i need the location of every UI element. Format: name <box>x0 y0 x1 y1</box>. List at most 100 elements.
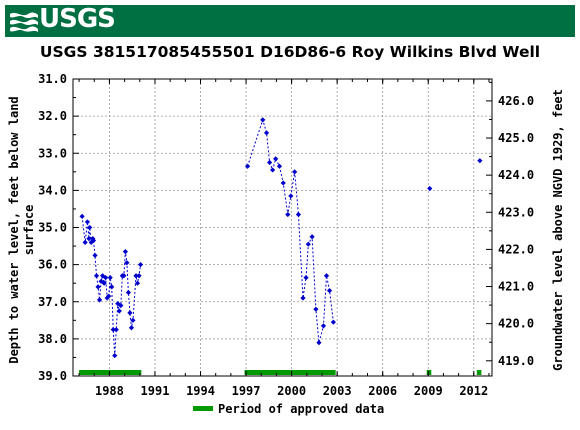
y-right-tick-label: 419.0 <box>498 354 534 368</box>
data-point <box>330 319 336 325</box>
x-tick-label: 2000 <box>277 384 306 398</box>
y-axis-left-label-line1: Depth to water level, feet below land <box>7 96 21 363</box>
header-banner: USGS <box>5 4 575 37</box>
data-point <box>280 180 286 186</box>
y-left-tick-label: 39.0 <box>38 369 67 383</box>
data-point <box>122 249 128 255</box>
data-point <box>313 306 319 312</box>
data-point <box>276 163 283 169</box>
data-point <box>133 273 139 279</box>
data-point <box>124 260 130 266</box>
approved-period-bar <box>244 370 336 375</box>
data-point <box>88 239 94 245</box>
x-tick-label: 2012 <box>459 384 488 398</box>
data-point <box>292 169 298 175</box>
data-point <box>86 236 92 242</box>
x-axis: 1988 1991 1994 1997 2000 2003 2006 2009 2012 <box>78 79 490 398</box>
data-point <box>128 325 135 331</box>
legend: Period of approved data <box>193 402 384 416</box>
data-point <box>93 273 100 279</box>
series-water-level <box>79 117 483 359</box>
data-point <box>98 278 104 284</box>
y-right-tick-label: 423.0 <box>498 205 534 219</box>
data-point <box>82 239 88 245</box>
y-left-tick-label: 37.0 <box>38 295 67 309</box>
data-point <box>427 185 433 192</box>
data-point <box>92 252 98 258</box>
y-right-tick-label: 422.0 <box>498 242 534 256</box>
usgs-wave-icon <box>10 12 38 32</box>
y-left-tick-label: 33.0 <box>38 146 67 160</box>
data-point <box>96 297 103 303</box>
x-tick-label: 1988 <box>95 384 124 398</box>
x-tick-label: 2006 <box>368 384 397 398</box>
approved-periods <box>79 370 482 375</box>
data-point <box>266 159 273 166</box>
data-point <box>134 280 141 286</box>
data-point <box>323 273 330 279</box>
data-point <box>260 117 266 123</box>
y-left-tick-label: 31.0 <box>38 72 67 86</box>
y-left-tick-label: 38.0 <box>38 332 67 346</box>
data-point <box>79 213 85 219</box>
legend-swatch <box>193 406 213 411</box>
data-point <box>106 293 112 299</box>
approved-period-bar <box>476 370 482 375</box>
data-point <box>90 237 97 244</box>
data-point <box>316 339 322 346</box>
data-point <box>270 167 276 173</box>
x-tick-label: 1991 <box>141 384 170 398</box>
data-point <box>309 234 315 240</box>
y-right-tick-label: 425.0 <box>498 131 534 145</box>
data-point <box>103 275 109 281</box>
data-point <box>285 211 291 218</box>
data-point <box>107 275 113 281</box>
legend-label: Period of approved data <box>218 402 384 416</box>
approved-period-bar <box>426 370 432 375</box>
y-right-tick-label: 421.0 <box>498 280 534 294</box>
data-point <box>295 211 302 218</box>
data-point <box>101 280 107 286</box>
data-point <box>121 273 127 279</box>
data-point <box>288 193 294 199</box>
data-point <box>109 284 115 290</box>
data-point <box>113 326 119 333</box>
data-point <box>273 156 279 162</box>
grid <box>73 78 492 377</box>
usgs-logo <box>10 12 38 32</box>
x-tick-label: 1997 <box>232 384 261 398</box>
y-axis-right: 426.0 425.0 424.0 423.0 422.0 421.0 420.0 419.0 <box>486 81 534 368</box>
y-axis-left-label-line2: surface <box>22 205 36 256</box>
data-point <box>305 241 311 247</box>
data-point <box>303 275 309 281</box>
y-axis-left: 31.0 32.0 33.0 34.0 35.0 36.0 37.0 38.0 39.0 <box>38 72 79 383</box>
data-point <box>116 308 122 314</box>
data-point <box>95 284 101 290</box>
data-point <box>320 323 327 329</box>
x-tick-label: 2009 <box>414 384 443 398</box>
chart-title: USGS 381517085455501 D16D86-6 Roy Wilkin… <box>39 43 541 61</box>
data-point <box>87 224 93 231</box>
data-point <box>263 130 270 136</box>
data-point <box>326 288 333 294</box>
y-left-tick-label: 36.0 <box>38 258 67 272</box>
data-point <box>118 302 124 309</box>
y-left-tick-label: 35.0 <box>38 221 67 235</box>
data-point <box>127 310 133 316</box>
data-point <box>84 219 91 225</box>
y-right-tick-label: 420.0 <box>498 317 534 331</box>
data-point <box>300 295 306 301</box>
series-line <box>247 118 334 343</box>
x-tick-label: 2003 <box>323 384 352 398</box>
data-point <box>104 295 110 301</box>
y-right-tick-label: 424.0 <box>498 168 534 182</box>
y-right-tick-label: 426.0 <box>498 94 534 108</box>
usgs-logo-text: USGS <box>39 4 116 34</box>
y-axis-right-label: Groundwater level above NGVD 1929, feet <box>551 89 565 371</box>
data-point <box>137 262 144 268</box>
data-point <box>110 326 116 333</box>
data-point <box>136 273 142 279</box>
data-point <box>477 158 483 164</box>
data-point <box>112 352 118 359</box>
